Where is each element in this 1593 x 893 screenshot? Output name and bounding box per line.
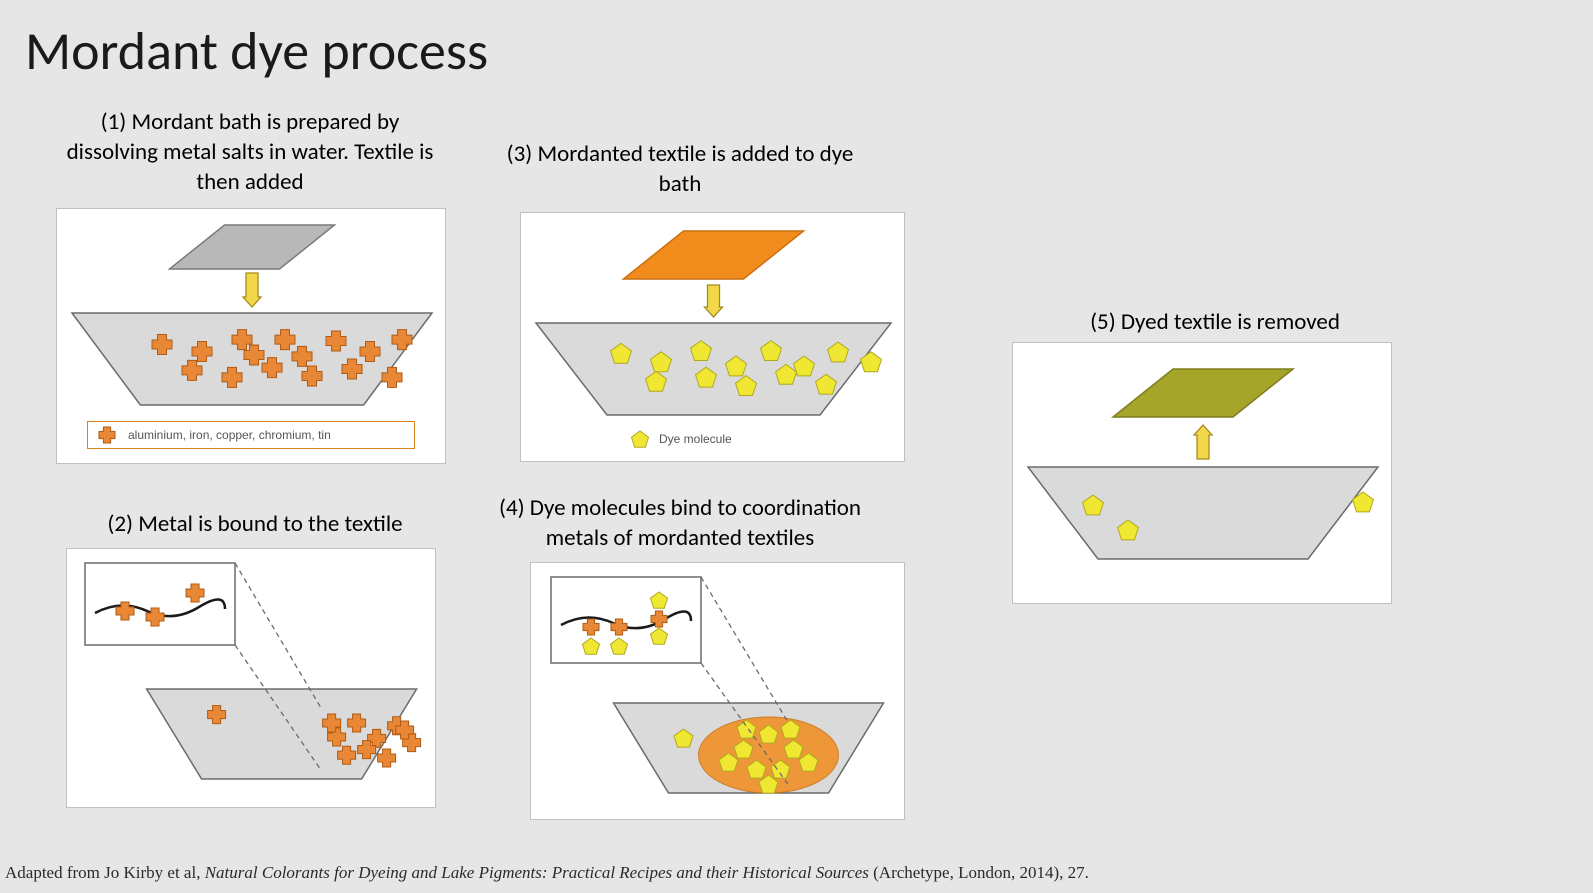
legend-mordant-text: aluminium, iron, copper, chromium, tin	[128, 428, 331, 442]
step-2-label: (2) Metal is bound to the textile	[75, 510, 435, 540]
panel-step-5	[1012, 342, 1392, 604]
citation: Adapted from Jo Kirby et al, Natural Col…	[5, 863, 1089, 883]
citation-prefix: Adapted from Jo Kirby et al,	[5, 863, 205, 882]
citation-suffix: (Archetype, London, 2014), 27.	[869, 863, 1089, 882]
legend-dye-text: Dye molecule	[659, 432, 732, 446]
legend-dye: Dye molecule	[621, 427, 740, 451]
citation-italic: Natural Colorants for Dyeing and Lake Pi…	[205, 863, 869, 882]
panel-step-3: Dye molecule	[520, 212, 905, 462]
page-title: Mordant dye process	[25, 18, 488, 84]
panel-step-2	[66, 548, 436, 808]
step-4-label: (4) Dye molecules bind to coordination m…	[470, 494, 890, 554]
legend-mordant: aluminium, iron, copper, chromium, tin	[87, 421, 415, 449]
panel-step-4	[530, 562, 905, 820]
step-1-label: (1) Mordant bath is prepared by dissolvi…	[60, 108, 440, 198]
panel-step-1: aluminium, iron, copper, chromium, tin	[56, 208, 446, 464]
step-3-label: (3) Mordanted textile is added to dye ba…	[500, 140, 860, 200]
step-5-label: (5) Dyed textile is removed	[1030, 308, 1400, 338]
